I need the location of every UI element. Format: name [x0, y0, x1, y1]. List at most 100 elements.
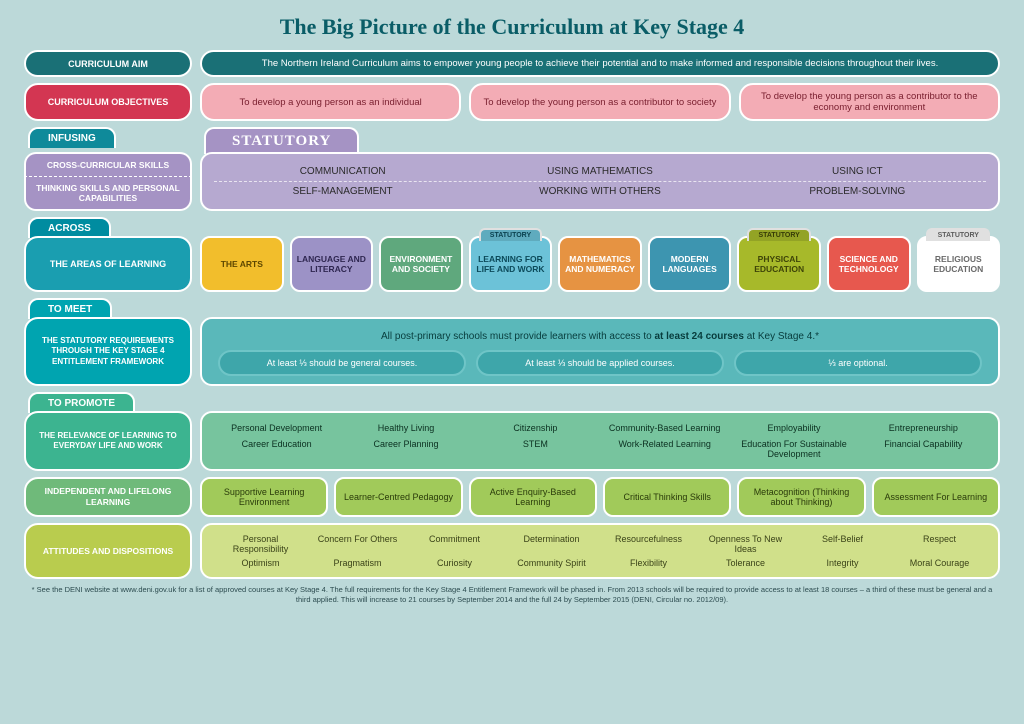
stat-r2-2: PROBLEM-SOLVING: [729, 186, 986, 197]
relevance-grid: Personal DevelopmentHealthy LivingCitize…: [214, 421, 986, 461]
attitude-item-11: Community Spirit: [505, 557, 598, 569]
area-2-label: ENVIRONMENT AND SOCIETY: [385, 254, 457, 274]
infusing-tabs: INFUSING STATUTORY: [24, 127, 1000, 154]
objective-2: To develop the young person as a contrib…: [739, 83, 1000, 121]
area-3: STATUTORYLEARNING FOR LIFE AND WORK: [469, 236, 553, 292]
objective-1: To develop the young person as a contrib…: [469, 83, 730, 121]
stat-r1-0: COMMUNICATION: [214, 166, 471, 177]
attitude-item-10: Curiosity: [408, 557, 501, 569]
objectives-pills: To develop a young person as an individu…: [200, 83, 1000, 121]
attitude-item-12: Flexibility: [602, 557, 695, 569]
objective-0: To develop a young person as an individu…: [200, 83, 461, 121]
entitle-text: All post-primary schools must provide le…: [218, 327, 982, 346]
tomeet-side: THE STATUTORY REQUIREMENTS THROUGH THE K…: [24, 317, 192, 386]
entitle-panel: All post-primary schools must provide le…: [200, 317, 1000, 386]
footnote: * See the DENI website at www.deni.gov.u…: [24, 585, 1000, 605]
area-3-label: LEARNING FOR LIFE AND WORK: [475, 254, 547, 274]
topromote-tab-row: TO PROMOTE: [24, 392, 1000, 413]
area-7: SCIENCE AND TECHNOLOGY: [827, 236, 911, 292]
attitude-item-13: Tolerance: [699, 557, 792, 569]
attitudes-panel: Personal ResponsibilityConcern For Other…: [200, 523, 1000, 579]
independent-tile-2: Active Enquiry-Based Learning: [469, 477, 597, 517]
attitude-item-8: Optimism: [214, 557, 307, 569]
et-b: at least 24 courses: [654, 331, 744, 342]
independent-side: INDEPENDENT AND LIFELONG LEARNING: [24, 477, 192, 517]
relevance-panel: Personal DevelopmentHealthy LivingCitize…: [200, 411, 1000, 471]
area-2: ENVIRONMENT AND SOCIETY: [379, 236, 463, 292]
aim-label: CURRICULUM AIM: [24, 50, 192, 77]
course-1: At least ⅓ should be applied courses.: [476, 350, 724, 376]
relevance-item-9: Work-Related Learning: [602, 437, 727, 461]
tomeet-tab-row: TO MEET: [24, 298, 1000, 319]
across-row: THE AREAS OF LEARNING THE ARTS LANGUAGE A…: [24, 236, 1000, 292]
page-title: The Big Picture of the Curriculum at Key…: [24, 14, 1000, 40]
relevance-item-3: Community-Based Learning: [602, 421, 727, 435]
statutory-row2: SELF-MANAGEMENT WORKING WITH OTHERS PROB…: [214, 182, 986, 201]
et-a: All post-primary schools must provide le…: [381, 331, 654, 342]
relevance-side: THE RELEVANCE OF LEARNING TO EVERYDAY LI…: [24, 411, 192, 471]
relevance-item-11: Financial Capability: [861, 437, 986, 461]
area-6-statutory-tag: STATUTORY: [747, 228, 811, 241]
course-2: ⅓ are optional.: [734, 350, 982, 376]
tab-topromote: TO PROMOTE: [28, 392, 135, 413]
area-3-statutory-tag: STATUTORY: [479, 228, 543, 241]
objectives-row: CURRICULUM OBJECTIVES To develop a young…: [24, 83, 1000, 121]
areas-row: THE ARTS LANGUAGE AND LITERACY ENVIRONMENT…: [200, 236, 1000, 292]
tomeet-row: THE STATUTORY REQUIREMENTS THROUGH THE K…: [24, 317, 1000, 386]
area-8-statutory-tag: STATUTORY: [926, 228, 990, 241]
independent-tile-0: Supportive Learning Environment: [200, 477, 328, 517]
relevance-item-4: Employability: [731, 421, 856, 435]
relevance-item-6: Career Education: [214, 437, 339, 461]
thinking-label: THINKING SKILLS AND PERSONAL CAPABILITIE…: [24, 177, 192, 211]
area-8: STATUTORYRELIGIOUS EDUCATION: [917, 236, 1001, 292]
infusing-side: CROSS-CURRICULAR SKILLS THINKING SKILLS …: [24, 152, 192, 211]
area-0: THE ARTS: [200, 236, 284, 292]
aim-row: CURRICULUM AIM The Northern Ireland Curr…: [24, 50, 1000, 77]
attitudes-side: ATTITUDES AND DISPOSITIONS: [24, 523, 192, 579]
area-4-label: MATHEMATICS AND NUMERACY: [564, 254, 636, 274]
statutory-panel: COMMUNICATION USING MATHEMATICS USING IC…: [200, 152, 1000, 211]
statutory-row1: COMMUNICATION USING MATHEMATICS USING IC…: [214, 162, 986, 181]
attitude-item-1: Concern For Others: [311, 533, 404, 555]
stat-r2-0: SELF-MANAGEMENT: [214, 186, 471, 197]
relevance-item-10: Education For Sustainable Development: [731, 437, 856, 461]
attitudes-row: ATTITUDES AND DISPOSITIONS Personal Resp…: [24, 523, 1000, 579]
relevance-item-8: STEM: [473, 437, 598, 461]
relevance-item-5: Entrepreneurship: [861, 421, 986, 435]
course-0: At least ⅓ should be general courses.: [218, 350, 466, 376]
tab-across: ACROSS: [28, 217, 111, 238]
attitude-item-4: Resourcefulness: [602, 533, 695, 555]
area-1-label: LANGUAGE AND LITERACY: [296, 254, 368, 274]
independent-tiles: Supportive Learning EnvironmentLearner-C…: [200, 477, 1000, 517]
attitude-item-0: Personal Responsibility: [214, 533, 307, 555]
attitude-item-3: Determination: [505, 533, 598, 555]
area-5-label: MODERN LANGUAGES: [654, 254, 726, 274]
relevance-item-1: Healthy Living: [343, 421, 468, 435]
attitude-item-6: Self-Belief: [796, 533, 889, 555]
independent-tile-4: Metacognition (Thinking about Thinking): [737, 477, 865, 517]
area-7-label: SCIENCE AND TECHNOLOGY: [833, 254, 905, 274]
tab-statutory: STATUTORY: [204, 127, 359, 154]
area-0-label: THE ARTS: [221, 259, 263, 269]
infusing-row: CROSS-CURRICULAR SKILLS THINKING SKILLS …: [24, 152, 1000, 211]
area-1: LANGUAGE AND LITERACY: [290, 236, 374, 292]
stat-r1-2: USING ICT: [729, 166, 986, 177]
et-c: at Key Stage 4.*: [744, 331, 819, 342]
area-8-label: RELIGIOUS EDUCATION: [923, 254, 995, 274]
objectives-label: CURRICULUM OBJECTIVES: [24, 83, 192, 121]
cross-skills-label: CROSS-CURRICULAR SKILLS: [24, 152, 192, 177]
relevance-item-7: Career Planning: [343, 437, 468, 461]
area-6-label: PHYSICAL EDUCATION: [743, 254, 815, 274]
aim-text: The Northern Ireland Curriculum aims to …: [200, 50, 1000, 77]
independent-row: INDEPENDENT AND LIFELONG LEARNING Suppor…: [24, 477, 1000, 517]
relevance-row: THE RELEVANCE OF LEARNING TO EVERYDAY LI…: [24, 411, 1000, 471]
attitude-item-7: Respect: [893, 533, 986, 555]
area-4: MATHEMATICS AND NUMERACY: [558, 236, 642, 292]
relevance-item-2: Citizenship: [473, 421, 598, 435]
areas-side-label: THE AREAS OF LEARNING: [24, 236, 192, 292]
stat-r2-1: WORKING WITH OTHERS: [471, 186, 728, 197]
attitude-item-14: Integrity: [796, 557, 889, 569]
area-6: STATUTORYPHYSICAL EDUCATION: [737, 236, 821, 292]
independent-tile-5: Assessment For Learning: [872, 477, 1000, 517]
attitudes-grid: Personal ResponsibilityConcern For Other…: [214, 533, 986, 569]
